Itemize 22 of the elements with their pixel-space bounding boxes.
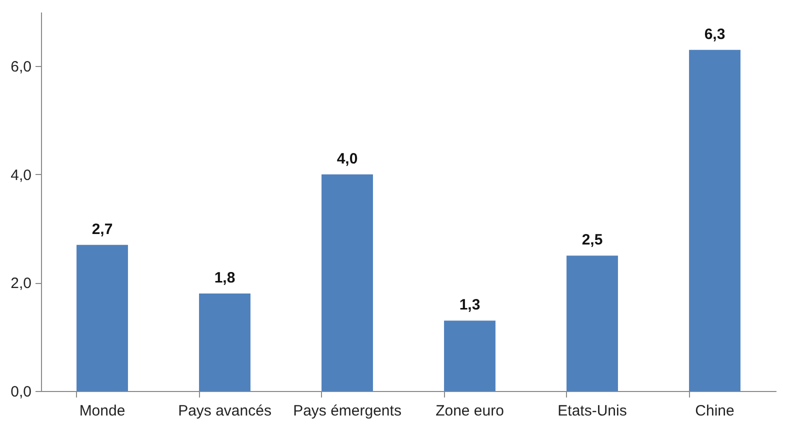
y-tick-label: 4,0 — [10, 166, 32, 184]
y-tick-label: 6,0 — [10, 58, 32, 76]
bar — [322, 174, 373, 391]
data-label: 1,3 — [459, 296, 480, 314]
bar — [444, 320, 496, 391]
data-label: 2,5 — [582, 232, 603, 249]
x-tick-label: Pays émergents — [293, 402, 402, 420]
bar — [566, 256, 618, 391]
y-tick-label: 2,0 — [10, 275, 32, 292]
x-tick-label: Monde — [79, 402, 126, 420]
bar — [76, 244, 128, 391]
y-tick-label: 0,0 — [10, 384, 32, 400]
x-tick-label: Pays avancés — [178, 402, 272, 420]
bar — [199, 294, 250, 391]
x-tick-label: Zone euro — [436, 402, 504, 420]
x-tick-label: Chine — [695, 402, 734, 420]
data-label: 2,7 — [92, 220, 113, 238]
data-label: 1,8 — [214, 270, 236, 287]
data-label: 4,0 — [336, 150, 358, 168]
data-label: 6,3 — [704, 26, 726, 43]
x-tick-label: Etats-Unis — [558, 402, 627, 420]
bar — [689, 50, 740, 391]
